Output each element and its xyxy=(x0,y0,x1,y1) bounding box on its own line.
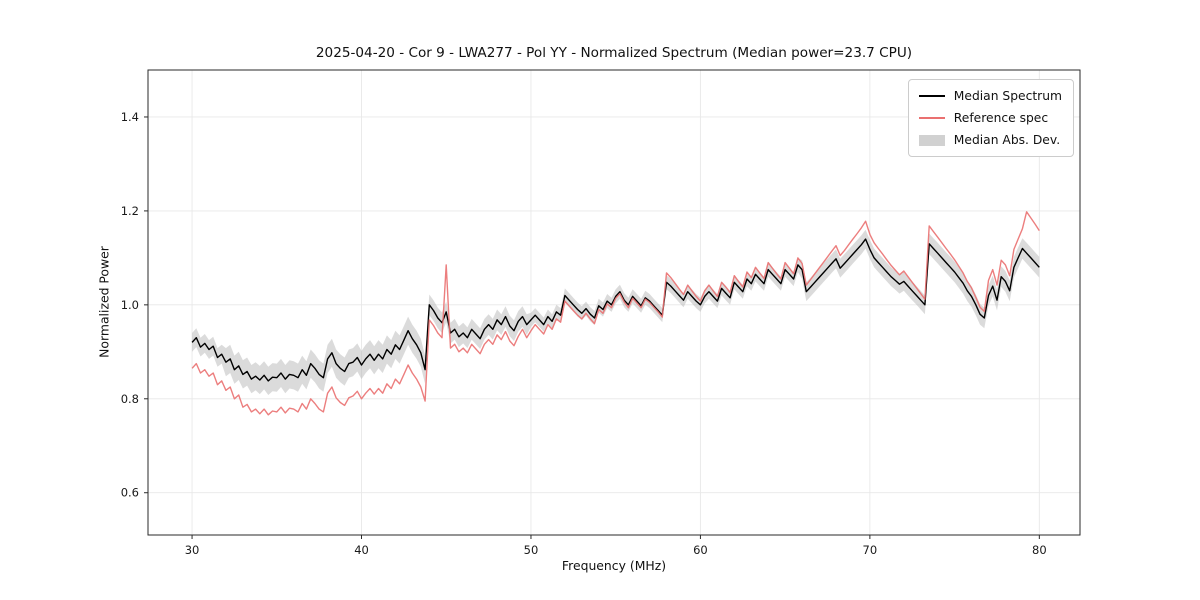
legend-item-reference-spec: Reference spec xyxy=(918,109,1062,127)
legend-label: Median Spectrum xyxy=(953,89,1062,103)
x-tick-label: 40 xyxy=(354,543,369,557)
legend: Median Spectrum Reference spec Median Ab… xyxy=(907,79,1074,157)
median-spectrum-line-swatch xyxy=(918,95,945,97)
y-tick-label: 0.8 xyxy=(121,392,139,406)
y-tick-label: 0.6 xyxy=(121,486,139,500)
legend-item-median-spectrum: Median Spectrum xyxy=(918,87,1062,105)
x-tick-label: 30 xyxy=(185,543,200,557)
y-tick-label: 1.2 xyxy=(121,204,139,218)
x-axis-label: Frequency (MHz) xyxy=(561,558,667,573)
axes-frame xyxy=(147,69,1081,536)
median-abs-dev-band-swatch xyxy=(918,134,945,146)
legend-label: Median Abs. Dev. xyxy=(953,133,1061,147)
x-tick-label: 70 xyxy=(863,543,878,557)
reference-spec-line-swatch xyxy=(918,117,945,119)
mad-band xyxy=(192,229,1040,395)
y-tick-label: 1.4 xyxy=(121,110,139,124)
x-tick-label: 60 xyxy=(693,543,708,557)
legend-item-median-abs-dev: Median Abs. Dev. xyxy=(918,131,1062,149)
y-tick-label: 1.0 xyxy=(121,298,139,312)
median-spectrum-line xyxy=(191,238,1040,382)
legend-label: Reference spec xyxy=(953,111,1049,125)
reference-spec-line xyxy=(191,211,1040,416)
x-tick-label: 50 xyxy=(524,543,539,557)
chart-title: 2025-04-20 - Cor 9 - LWA277 - Pol YY - N… xyxy=(315,45,913,61)
x-tick-label: 80 xyxy=(1032,543,1047,557)
